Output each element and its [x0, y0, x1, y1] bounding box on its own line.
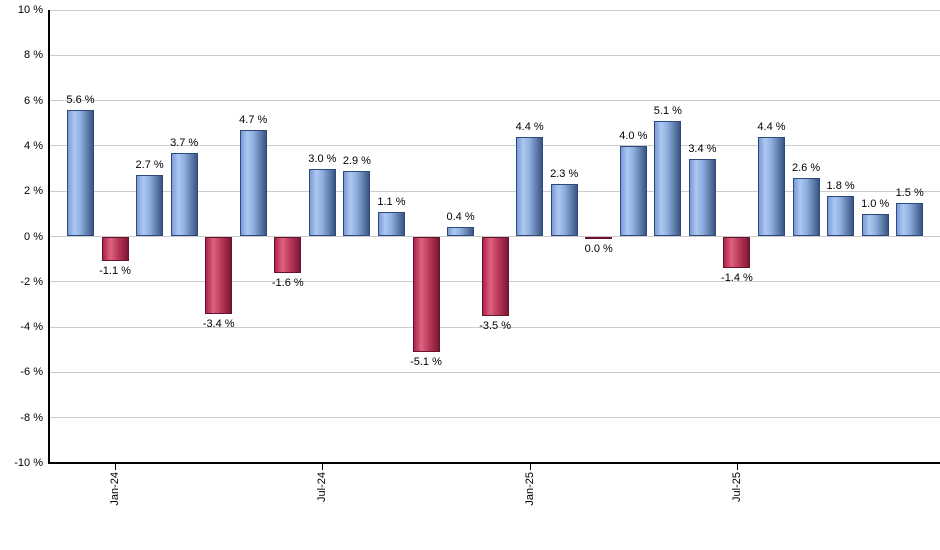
bar-value-label-6: -1.6 %	[271, 276, 304, 289]
x-tick-Jan-24	[115, 464, 117, 470]
gridline-8	[49, 54, 940, 56]
y-tick-label--10: -10 %	[14, 457, 43, 469]
bar-2[interactable]	[136, 175, 164, 237]
bar-value-label-8: 2.9 %	[342, 154, 371, 167]
x-tick-Jul-24	[322, 464, 324, 470]
bar-24[interactable]	[896, 202, 924, 237]
bar-15[interactable]	[585, 236, 613, 239]
gridline-6	[49, 100, 940, 102]
y-tick-label--6: -6 %	[20, 366, 43, 379]
gridline-10	[49, 9, 940, 11]
x-tick-Jan-25	[529, 464, 531, 470]
bar-value-label-1: -1.1 %	[99, 265, 131, 278]
bar-value-label-22: 1.8 %	[826, 179, 855, 192]
y-tick-label-2: 2 %	[24, 185, 43, 198]
bar-7[interactable]	[308, 168, 336, 237]
bar-0[interactable]	[67, 109, 94, 237]
bar-value-label-9: 1.1 %	[377, 195, 406, 208]
bar-11[interactable]	[447, 227, 475, 237]
gridline--8	[49, 417, 940, 419]
bar-16[interactable]	[619, 145, 647, 237]
bar-value-label-18: 3.4 %	[688, 143, 717, 156]
x-tick-label-Jan-24: Jan-24	[109, 472, 122, 506]
bar-value-label-5: 4.7 %	[239, 114, 268, 127]
bar-value-label-0: 5.6 %	[66, 93, 95, 106]
bar-value-label-17: 5.1 %	[653, 104, 682, 117]
bar-22[interactable]	[827, 195, 855, 237]
bar-17[interactable]	[654, 120, 682, 237]
x-tick-label-Jul-25: Jul-25	[730, 472, 743, 502]
y-axis-line	[48, 10, 50, 463]
bar-6[interactable]	[274, 236, 302, 273]
bar-value-label-14: 2.3 %	[550, 168, 579, 181]
bar-14[interactable]	[550, 184, 578, 237]
gridline-2	[49, 190, 940, 192]
bar-value-label-12: -3.5 %	[479, 319, 511, 332]
bar-10[interactable]	[412, 236, 440, 352]
bar-1[interactable]	[101, 236, 129, 262]
bar-21[interactable]	[792, 177, 820, 237]
bar-value-label-20: 4.4 %	[757, 120, 786, 133]
bar-18[interactable]	[688, 159, 716, 237]
x-tick-label-Jan-25: Jan-25	[523, 472, 536, 506]
bar-value-label-10: -5.1 %	[410, 356, 442, 368]
bar-value-label-2: 2.7 %	[135, 159, 164, 172]
x-axis-line	[48, 462, 940, 464]
bar-value-label-21: 2.6 %	[791, 161, 821, 174]
y-tick-label-4: 4 %	[24, 139, 43, 152]
y-tick-label--2: -2 %	[20, 275, 43, 288]
bar-3[interactable]	[170, 152, 198, 237]
bar-value-label-19: -1.4 %	[721, 272, 753, 285]
bar-5[interactable]	[239, 130, 267, 237]
bar-20[interactable]	[758, 136, 785, 237]
bar-value-label-15: 0.0 %	[584, 242, 613, 255]
bar-value-label-4: -3.4 %	[202, 317, 235, 330]
bar-23[interactable]	[861, 213, 889, 237]
bar-value-label-24: 1.5 %	[895, 186, 924, 199]
bar-12[interactable]	[481, 236, 509, 316]
bar-value-label-16: 4.0 %	[619, 129, 648, 142]
gridline--6	[49, 371, 940, 373]
y-tick-label--4: -4 %	[20, 321, 43, 334]
y-tick-label-8: 8 %	[24, 49, 43, 62]
bar-value-label-3: 3.7 %	[170, 136, 199, 149]
y-tick-label-0: 0 %	[24, 230, 43, 243]
x-tick-Jul-25	[736, 464, 738, 470]
bar-9[interactable]	[377, 211, 405, 237]
gridline-4	[49, 145, 940, 147]
bar-value-label-13: 4.4 %	[515, 120, 544, 133]
y-tick-label-10: 10 %	[17, 4, 43, 16]
bar-value-label-11: 0.4 %	[446, 211, 475, 224]
bar-4[interactable]	[205, 236, 233, 314]
bar-13[interactable]	[516, 136, 544, 237]
bar-value-label-23: 1.0 %	[861, 197, 890, 210]
x-tick-label-Jul-24: Jul-24	[316, 472, 329, 502]
bar-8[interactable]	[343, 170, 371, 237]
bar-19[interactable]	[723, 236, 751, 269]
y-tick-label--8: -8 %	[20, 411, 43, 424]
bar-value-label-7: 3.0 %	[308, 152, 337, 165]
gridline--4	[49, 326, 940, 328]
y-tick-label-6: 6 %	[24, 94, 43, 107]
